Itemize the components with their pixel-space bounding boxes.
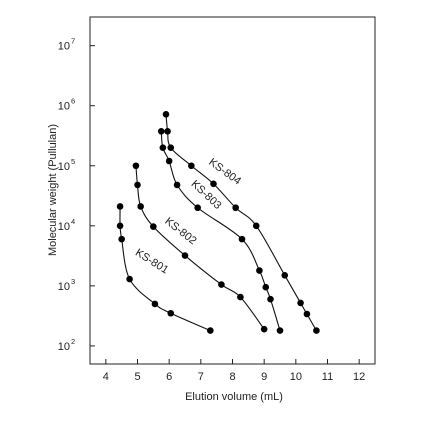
data-point xyxy=(262,283,270,291)
data-point xyxy=(260,325,268,333)
data-point xyxy=(218,281,225,288)
plot-frame xyxy=(89,16,376,365)
data-point xyxy=(134,181,141,189)
data-point xyxy=(167,309,175,317)
series-line-ks-803 xyxy=(160,131,281,331)
series-label-ks-802: KS-802 xyxy=(162,215,198,247)
x-axis-ticks: 4 5 6 7 8 9 10 11 12 xyxy=(103,359,365,383)
data-point xyxy=(164,127,171,135)
data-point xyxy=(116,222,124,230)
y-tick-exponent: 5 xyxy=(71,157,75,166)
series-points xyxy=(116,110,320,334)
x-tick-label: 9 xyxy=(261,371,267,383)
y-axis-label: Molecular weight (Pullulan) xyxy=(47,124,59,256)
data-point xyxy=(151,300,159,308)
data-point xyxy=(238,235,246,243)
data-point xyxy=(126,275,133,283)
data-point xyxy=(256,267,263,274)
y-tick-exponent: 7 xyxy=(71,37,75,46)
x-tick-label: 12 xyxy=(353,371,365,383)
data-point xyxy=(173,181,181,189)
y-tick-exponent: 4 xyxy=(71,217,75,226)
data-point xyxy=(267,295,274,303)
x-tick-label: 11 xyxy=(322,371,333,383)
data-point xyxy=(194,204,201,212)
series-label-ks-801: KS-801 xyxy=(133,247,170,277)
data-point xyxy=(210,180,217,188)
x-tick-label: 4 xyxy=(103,371,109,383)
series-lines xyxy=(119,114,317,332)
data-point xyxy=(188,162,195,170)
data-point xyxy=(118,235,125,243)
data-point xyxy=(237,293,244,301)
y-tick-exponent: 3 xyxy=(71,277,75,286)
data-point xyxy=(207,327,214,334)
data-point xyxy=(157,127,165,135)
data-point xyxy=(159,144,167,151)
y-tick-label: 10 xyxy=(58,101,70,113)
y-tick-label: 10 xyxy=(58,221,70,233)
x-tick-label: 5 xyxy=(134,371,140,383)
data-point xyxy=(313,327,320,334)
x-axis-label: Elution volume (mL) xyxy=(185,391,283,403)
x-tick-label: 8 xyxy=(229,371,235,383)
data-point xyxy=(303,310,311,318)
y-tick-label: 10 xyxy=(58,281,70,293)
y-tick-label: 10 xyxy=(58,341,70,353)
data-point xyxy=(165,157,173,165)
data-point xyxy=(167,144,175,151)
data-point xyxy=(137,203,144,210)
data-point xyxy=(150,223,157,230)
data-point xyxy=(232,204,239,212)
data-point xyxy=(276,327,284,334)
data-point xyxy=(132,162,140,170)
data-point xyxy=(181,252,189,259)
y-tick-label: 10 xyxy=(58,161,70,173)
data-point xyxy=(116,203,124,210)
data-point xyxy=(252,222,260,230)
x-tick-label: 10 xyxy=(290,371,302,383)
data-point xyxy=(162,110,170,118)
data-point xyxy=(281,271,289,279)
data-point xyxy=(297,299,304,307)
series-label-ks-803: KS-803 xyxy=(189,178,224,212)
x-tick-label: 6 xyxy=(166,371,172,383)
y-tick-exponent: 2 xyxy=(71,337,75,346)
y-tick-label: 10 xyxy=(58,41,70,53)
y-tick-exponent: 6 xyxy=(71,97,75,106)
x-tick-label: 7 xyxy=(198,371,204,383)
